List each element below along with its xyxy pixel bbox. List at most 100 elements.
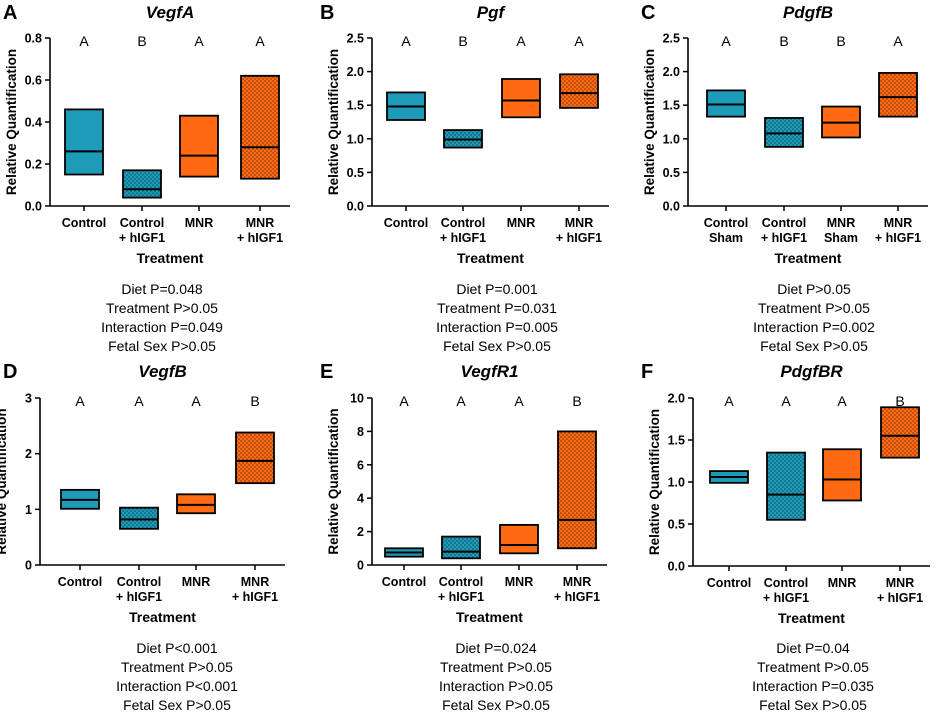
stats-fetal-sex: Fetal Sex P>0.05 bbox=[443, 338, 551, 354]
y-tick-label: 2 bbox=[357, 525, 364, 539]
y-tick-label: 1 bbox=[25, 503, 32, 517]
stats-interaction: Interaction P<0.001 bbox=[116, 678, 238, 694]
y-tick-label: 0.0 bbox=[347, 200, 364, 214]
significance-letter: B bbox=[836, 33, 845, 49]
box-mnr bbox=[822, 448, 862, 502]
stats-diet: Diet P=0.024 bbox=[455, 640, 537, 656]
x-tick-label: + hIGF1 bbox=[877, 591, 923, 605]
x-tick-label: Control bbox=[764, 576, 808, 590]
significance-letter: A bbox=[516, 33, 526, 49]
x-tick-label: + hIGF1 bbox=[438, 590, 484, 604]
y-tick-label: 2.5 bbox=[663, 32, 680, 46]
x-tick-label: + hIGF1 bbox=[556, 231, 602, 245]
significance-letter: A bbox=[893, 33, 903, 49]
x-tick-label: Control bbox=[707, 576, 751, 590]
x-tick-label: MNR bbox=[241, 575, 269, 589]
x-tick-label: Control bbox=[384, 216, 428, 230]
y-tick-label: 2.0 bbox=[347, 65, 364, 79]
x-tick-label: Sham bbox=[824, 231, 858, 245]
stats-interaction: Interaction P=0.002 bbox=[753, 319, 875, 335]
box-pattern bbox=[120, 507, 158, 529]
box-pattern bbox=[123, 170, 161, 198]
x-axis-label: Treatment bbox=[129, 609, 196, 625]
y-axis-label: Relative Quantification bbox=[642, 49, 657, 195]
x-tick-label: + hIGF1 bbox=[119, 231, 165, 245]
significance-letter: A bbox=[514, 393, 524, 409]
box-mnr bbox=[179, 114, 219, 178]
significance-letter: A bbox=[724, 393, 734, 409]
chart-title: PdgfB bbox=[783, 3, 833, 22]
x-tick-label: MNR bbox=[507, 216, 535, 230]
box-pattern bbox=[236, 432, 274, 484]
x-tick-label: Control bbox=[58, 575, 102, 589]
x-tick-label: + hIGF1 bbox=[237, 231, 283, 245]
x-tick-label: Sham bbox=[709, 231, 743, 245]
x-tick-label: MNR bbox=[563, 575, 591, 589]
x-tick-label: Control bbox=[439, 575, 483, 589]
stats-treatment: Treatment P>0.05 bbox=[121, 659, 233, 675]
significance-letter: B bbox=[250, 393, 259, 409]
significance-letter: A bbox=[134, 393, 144, 409]
panel-label: F bbox=[641, 361, 653, 383]
y-tick-label: 0.0 bbox=[663, 200, 680, 214]
y-tick-label: 1.5 bbox=[663, 99, 680, 113]
y-axis-label: Relative Quantification bbox=[4, 49, 19, 195]
significance-letter: A bbox=[79, 33, 89, 49]
y-axis-label: Relative Quantification bbox=[326, 408, 341, 554]
panel-label: E bbox=[320, 361, 333, 383]
box-mnr bbox=[499, 524, 539, 555]
panel-label: B bbox=[320, 2, 334, 24]
box-pattern bbox=[558, 431, 596, 549]
x-tick-label: MNR bbox=[565, 216, 593, 230]
y-tick-label: 2 bbox=[25, 447, 32, 461]
box-pattern bbox=[442, 536, 480, 559]
stats-treatment: Treatment P>0.05 bbox=[758, 300, 870, 316]
stats-diet: Diet P>0.05 bbox=[777, 281, 851, 297]
significance-letter: A bbox=[401, 33, 411, 49]
y-tick-label: 2.0 bbox=[668, 392, 685, 406]
y-tick-label: 0.6 bbox=[25, 74, 42, 88]
y-tick-label: 8 bbox=[357, 425, 364, 439]
y-tick-label: 4 bbox=[357, 492, 364, 506]
stats-interaction: Interaction P=0.049 bbox=[101, 319, 223, 335]
box-mnr bbox=[501, 78, 541, 119]
x-tick-label: MNR bbox=[886, 576, 914, 590]
significance-letter: A bbox=[837, 393, 847, 409]
y-tick-label: 2.5 bbox=[347, 32, 364, 46]
y-tick-label: 0.0 bbox=[25, 200, 42, 214]
panel-label: C bbox=[641, 2, 655, 24]
x-tick-label: MNR bbox=[505, 575, 533, 589]
x-tick-label: Control bbox=[441, 216, 485, 230]
significance-letter: A bbox=[255, 33, 265, 49]
stats-fetal-sex: Fetal Sex P>0.05 bbox=[760, 338, 868, 354]
y-tick-label: 0.0 bbox=[668, 560, 685, 574]
x-tick-label: + hIGF1 bbox=[875, 231, 921, 245]
box-pattern bbox=[560, 74, 598, 108]
y-tick-label: 2.0 bbox=[663, 65, 680, 79]
stats-panel-c: Diet P>0.05 Treatment P>0.05 Interaction… bbox=[664, 280, 941, 356]
significance-letter: B bbox=[137, 33, 146, 49]
stats-panel-f: Diet P=0.04 Treatment P>0.05 Interaction… bbox=[663, 639, 941, 715]
x-tick-label: Control bbox=[762, 216, 806, 230]
chart-title: VegfB bbox=[138, 362, 187, 381]
significance-letter: A bbox=[721, 33, 731, 49]
box-control bbox=[64, 108, 104, 176]
y-tick-label: 1.5 bbox=[668, 434, 685, 448]
y-tick-label: 0.5 bbox=[663, 166, 680, 180]
y-tick-label: 0.5 bbox=[668, 518, 685, 532]
stats-panel-a: Diet P=0.048 Treatment P>0.05 Interactio… bbox=[12, 280, 312, 356]
box-pattern bbox=[241, 75, 279, 179]
panel-label: D bbox=[3, 361, 17, 383]
x-tick-label: MNR bbox=[828, 576, 856, 590]
significance-letter: B bbox=[895, 393, 904, 409]
x-tick-label: MNR bbox=[884, 216, 912, 230]
stats-diet: Diet P=0.048 bbox=[121, 281, 203, 297]
chart-title: PdgfBR bbox=[780, 362, 843, 381]
significance-letter: B bbox=[572, 393, 581, 409]
y-tick-label: 3 bbox=[25, 392, 32, 406]
box-pattern bbox=[879, 72, 917, 117]
x-axis-label: Treatment bbox=[456, 609, 523, 625]
y-axis-label: Relative Quantification bbox=[326, 49, 341, 195]
box-control bbox=[706, 89, 746, 118]
